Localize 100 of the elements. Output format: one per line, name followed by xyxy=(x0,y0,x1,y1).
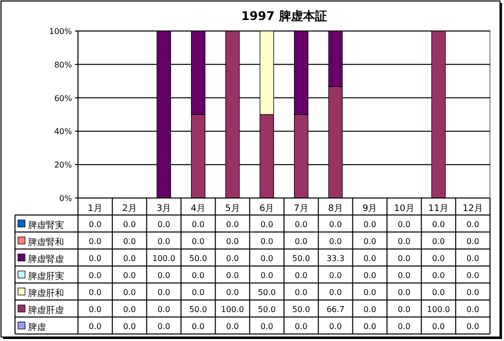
data-label: 0.0 xyxy=(157,220,170,229)
data-label: 0.0 xyxy=(88,288,102,297)
data-label: 0.0 xyxy=(157,237,170,246)
y-tick-label: 0% xyxy=(59,194,72,203)
data-label: 50.0 xyxy=(258,305,276,314)
legend-label: 脾虚肝実 xyxy=(28,271,64,282)
data-label: 0.0 xyxy=(88,305,102,314)
data-label: 0.0 xyxy=(157,305,170,314)
x-tick-label: 7月 xyxy=(294,204,309,214)
data-label: 0.0 xyxy=(260,271,274,280)
x-tick-label: 8月 xyxy=(328,204,343,214)
data-label: 0.0 xyxy=(329,322,342,331)
data-label: 0.0 xyxy=(123,254,136,263)
data-label: 100.0 xyxy=(152,254,176,263)
x-tick-label: 1月 xyxy=(88,204,103,214)
data-label: 0.0 xyxy=(466,237,480,246)
data-label: 0.0 xyxy=(123,322,136,331)
data-label: 0.0 xyxy=(260,237,274,246)
data-label: 0.0 xyxy=(294,237,308,246)
y-tick-label: 40% xyxy=(54,127,72,136)
data-label: 100.0 xyxy=(221,305,244,314)
data-label: 0.0 xyxy=(123,220,136,229)
legend-label: 脾虚腎虚 xyxy=(28,254,64,265)
data-label: 0.0 xyxy=(363,305,376,314)
data-label: 0.0 xyxy=(226,322,239,331)
data-label: 0.0 xyxy=(363,237,376,246)
data-label: 0.0 xyxy=(329,237,342,246)
data-label: 0.0 xyxy=(432,220,445,229)
data-label: 0.0 xyxy=(432,271,445,280)
legend-label: 脾虚腎和 xyxy=(28,237,64,248)
data-label: 0.0 xyxy=(466,288,480,297)
data-label: 0.0 xyxy=(398,220,411,229)
data-label: 0.0 xyxy=(88,254,102,263)
data-label: 0.0 xyxy=(363,220,376,229)
data-label: 0.0 xyxy=(363,271,376,280)
data-label: 0.0 xyxy=(123,288,136,297)
data-label: 33.3 xyxy=(326,254,344,263)
data-label: 50.0 xyxy=(189,305,208,314)
x-tick-label: 4月 xyxy=(190,204,206,214)
data-label: 0.0 xyxy=(260,220,274,229)
data-label: 0.0 xyxy=(226,288,239,297)
data-label: 0.0 xyxy=(466,254,480,263)
data-label: 0.0 xyxy=(466,271,480,280)
data-label: 0.0 xyxy=(294,288,308,297)
data-label: 50.0 xyxy=(292,305,310,314)
data-label: 0.0 xyxy=(466,220,480,229)
data-label: 0.0 xyxy=(466,305,480,314)
data-label: 0.0 xyxy=(363,288,376,297)
data-label: 0.0 xyxy=(192,220,205,229)
data-label: 0.0 xyxy=(398,322,411,331)
y-tick-label: 80% xyxy=(54,60,72,70)
data-label: 0.0 xyxy=(398,288,411,297)
data-label: 0.0 xyxy=(260,254,274,263)
x-tick-label: 11月 xyxy=(428,204,449,214)
legend-label: 脾虚腎実 xyxy=(28,220,64,231)
data-label: 0.0 xyxy=(123,271,136,280)
data-label: 100.0 xyxy=(427,305,450,314)
data-label: 0.0 xyxy=(123,237,136,246)
data-label: 0.0 xyxy=(329,271,342,280)
y-tick-label: 20% xyxy=(54,160,72,170)
data-label: 0.0 xyxy=(398,271,411,280)
data-label: 0.0 xyxy=(226,254,239,263)
data-label: 0.0 xyxy=(432,322,445,331)
data-label: 0.0 xyxy=(88,237,102,246)
data-label: 50.0 xyxy=(189,254,208,263)
chart-title: 1997 脾虚本証 xyxy=(241,9,327,23)
data-label: 0.0 xyxy=(363,254,376,263)
data-label: 0.0 xyxy=(226,220,239,229)
x-tick-label: 2月 xyxy=(122,204,137,214)
x-tick-label: 5月 xyxy=(225,204,240,214)
y-tick-label: 60% xyxy=(54,94,72,103)
data-label: 0.0 xyxy=(192,288,205,297)
data-label: 50.0 xyxy=(258,288,276,297)
x-tick-label: 3月 xyxy=(156,204,172,214)
x-tick-label: 10月 xyxy=(394,204,414,214)
data-label: 0.0 xyxy=(294,220,308,229)
data-label: 0.0 xyxy=(294,322,308,331)
legend-label: 脾虚肝虚 xyxy=(28,305,64,316)
data-label: 0.0 xyxy=(432,288,445,297)
data-label: 0.0 xyxy=(398,305,411,314)
data-label: 0.0 xyxy=(157,271,170,280)
x-tick-label: 12月 xyxy=(462,204,484,214)
data-label: 0.0 xyxy=(157,322,170,331)
legend-label: 脾虚肝和 xyxy=(28,288,64,299)
data-label: 0.0 xyxy=(226,237,239,246)
y-tick-label: 100% xyxy=(49,27,72,36)
data-label: 0.0 xyxy=(192,271,205,280)
data-label: 0.0 xyxy=(398,237,411,246)
data-label: 0.0 xyxy=(88,220,102,229)
data-label: 0.0 xyxy=(260,322,274,331)
data-label: 0.0 xyxy=(226,271,239,280)
data-label: 0.0 xyxy=(157,288,170,297)
data-label: 0.0 xyxy=(88,271,102,280)
data-label: 0.0 xyxy=(329,220,342,229)
data-label: 0.0 xyxy=(398,254,411,263)
legend-label: 脾虚 xyxy=(28,322,46,333)
data-label: 0.0 xyxy=(123,305,136,314)
x-tick-label: 9月 xyxy=(362,204,378,214)
x-tick-label: 6月 xyxy=(259,204,274,214)
data-label: 0.0 xyxy=(88,322,102,331)
